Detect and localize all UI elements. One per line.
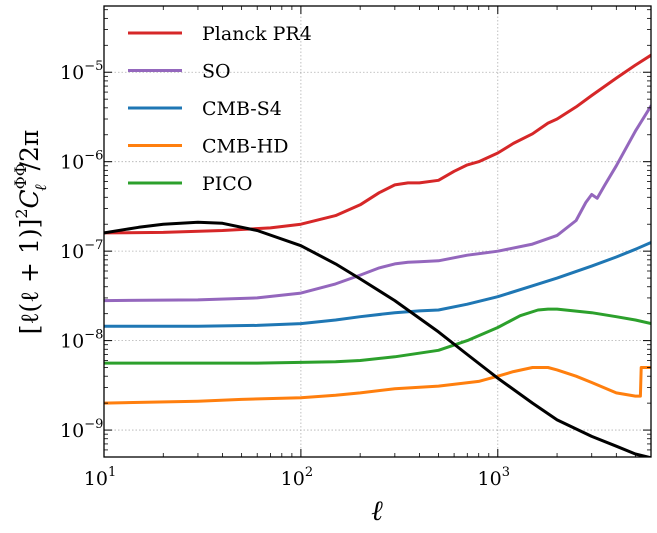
- x-tick-label: 102: [281, 465, 313, 490]
- x-axis-label: ℓ: [371, 494, 383, 527]
- plot-frame: [103, 5, 652, 458]
- x-tick-label: 103: [478, 465, 510, 490]
- legend-label-pico: PICO: [202, 173, 252, 195]
- series-line-cmb-s4: [104, 241, 651, 328]
- data-series: [104, 53, 651, 457]
- legend-label-cmb-s4: CMB-S4: [202, 98, 282, 120]
- y-axis-label: [ℓ(ℓ + 1)]2CΦΦℓ/2π: [11, 130, 50, 335]
- legend-label-so: SO: [202, 61, 231, 83]
- y-tick-label: 10−8: [60, 328, 103, 353]
- series-line-pico: [104, 307, 651, 365]
- series-line-so: [104, 104, 651, 303]
- legend-label-cmb-hd: CMB-HD: [202, 136, 289, 158]
- x-tick-labels: 101 102 103: [84, 465, 510, 490]
- axis-ticks: [103, 6, 651, 457]
- y-tick-label: 10−7: [60, 238, 103, 263]
- y-tick-label: 10−5: [60, 59, 103, 84]
- legend-label-planck-pr4: Planck PR4: [202, 23, 312, 45]
- y-tick-label: 10−9: [60, 417, 103, 442]
- series-line-lensing-potential: [104, 220, 651, 457]
- legend: Planck PR4 SO CMB-S4 CMB-HD PICO: [128, 23, 312, 195]
- y-tick-label: 10−6: [60, 149, 103, 174]
- x-tick-label: 101: [84, 465, 116, 490]
- series-line-planck-pr4: [104, 53, 651, 235]
- grid-lines: [104, 6, 651, 457]
- y-tick-labels: 10−9 10−8 10−7 10−6 10−5: [60, 59, 103, 442]
- series-line-cmb-hd: [104, 366, 651, 405]
